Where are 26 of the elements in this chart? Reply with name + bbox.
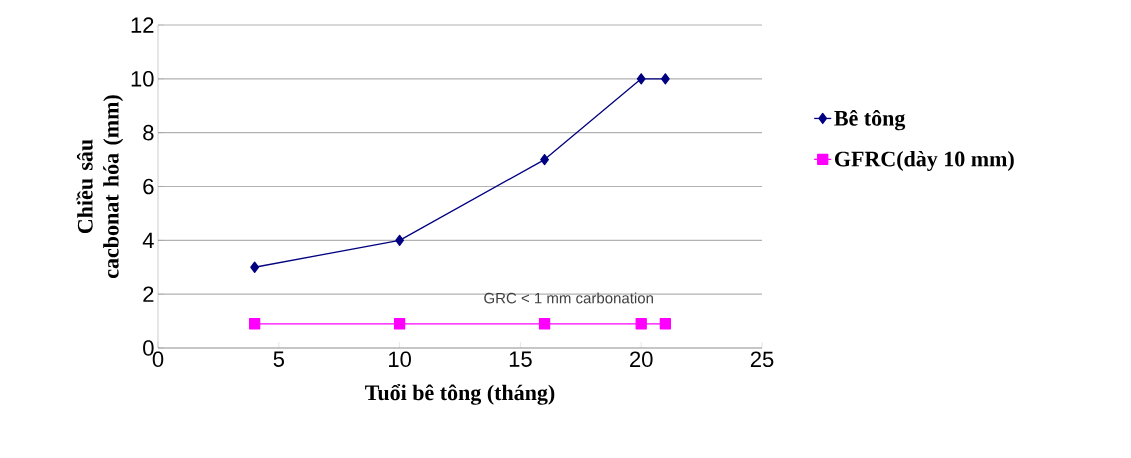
x-tick-label: 10 — [389, 351, 411, 368]
annotation: GRC < 1 mm carbonation — [484, 292, 653, 304]
x-axis-title: Tuổi bê tông (tháng) — [365, 383, 555, 405]
y-tick-label: 0 — [143, 340, 154, 356]
y-axis-title: Chiều sâu cacbonat hóa (mm) — [76, 95, 124, 279]
y-tick-label: 2 — [143, 286, 154, 302]
y-tick-label: 4 — [142, 232, 154, 248]
x-tick-label: 20 — [630, 351, 653, 368]
point — [635, 318, 647, 330]
point — [250, 261, 260, 273]
y-tick-label: 10 — [131, 71, 154, 87]
point — [249, 318, 261, 330]
x-tick-label: 15 — [509, 351, 532, 367]
point — [395, 234, 405, 246]
legend-label: GFRC(dày 10 mm) — [834, 150, 1014, 171]
point — [538, 318, 551, 330]
x-tick-label: 25 — [750, 351, 774, 368]
point — [660, 73, 670, 85]
point — [636, 73, 646, 85]
y-tick-label: 12 — [131, 17, 154, 33]
legend-label: Bê tông — [834, 109, 906, 131]
point — [659, 318, 672, 330]
point — [393, 318, 406, 330]
y-tick-label: 8 — [143, 124, 154, 141]
y-tick-label: 6 — [143, 178, 154, 195]
x-tick-label: 5 — [273, 351, 284, 367]
